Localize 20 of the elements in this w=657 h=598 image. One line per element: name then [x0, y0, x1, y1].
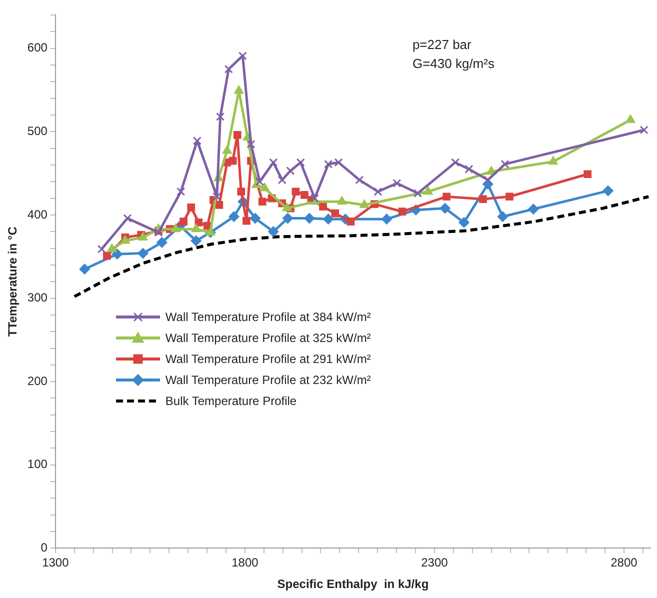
y-tick-label: 400 — [27, 207, 48, 222]
x-tick-label: 1300 — [42, 556, 70, 570]
legend-label: Wall Temperature Profile at 291 kW/m² — [165, 352, 371, 366]
x-tick-label: 2800 — [610, 556, 638, 570]
y-tick-label: 100 — [27, 457, 48, 472]
y-tick-label: 500 — [27, 124, 48, 138]
annotation: p=227 bar — [412, 36, 472, 54]
annotation: G=430 kg/m²s — [412, 55, 494, 73]
legend-label: Bulk Temperature Profile — [165, 394, 297, 408]
legend-label: Wall Temperature Profile at 384 kW/m² — [165, 310, 371, 324]
x-tick-label: 1800 — [232, 556, 259, 570]
y-tick-label: 0 — [40, 540, 48, 555]
legend-label: Wall Temperature Profile at 232 kW/m² — [165, 373, 371, 388]
x-axis-title: Specific Enthalpy in kJ/kg — [277, 577, 429, 592]
legend-label: Wall Temperature Profile at 325 kW/m² — [165, 331, 371, 346]
y-tick-label: 300 — [27, 290, 48, 305]
x-tick-label: 2300 — [421, 556, 448, 570]
y-axis-title: TTemperature in °C — [6, 226, 20, 337]
y-tick-label: 200 — [27, 374, 48, 388]
y-tick-label: 600 — [27, 40, 48, 55]
